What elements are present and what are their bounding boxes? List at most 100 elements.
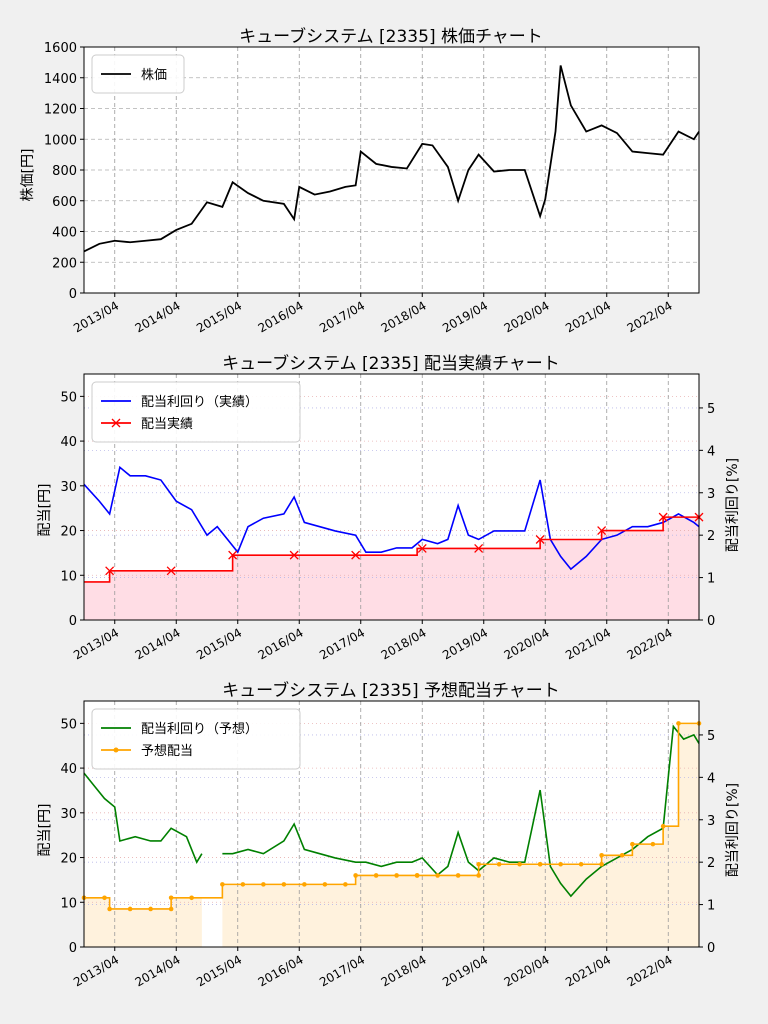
data-point-marker (189, 895, 194, 901)
y-axis-label: 配当[円] (37, 484, 53, 537)
data-point-marker (537, 861, 543, 867)
series-line (83, 465, 700, 571)
y-tick-label: 50 (60, 390, 77, 405)
chart-title: キューブシステム [2335] 配当実績チャート (222, 353, 560, 374)
data-point-marker (127, 906, 133, 912)
data-point-marker (302, 882, 307, 887)
y-tick-label: 30 (60, 480, 77, 495)
series-line (84, 516, 699, 583)
y-tick-label: 0 (69, 287, 77, 302)
y2-tick-label: 2 (707, 856, 715, 871)
legend (91, 381, 301, 443)
data-point-marker (597, 526, 607, 536)
y-tick-label: 10 (60, 569, 77, 584)
data-point-marker (168, 906, 174, 912)
data-point-marker (414, 873, 420, 878)
y-tick-label: 40 (60, 435, 77, 450)
data-point-marker (658, 512, 668, 522)
y2-tick-label: 4 (707, 771, 715, 786)
data-point-marker (166, 566, 176, 576)
y-tick-label: 20 (60, 852, 77, 867)
data-point-marker (496, 861, 502, 867)
data-point-marker (281, 882, 287, 887)
data-point-marker (168, 895, 174, 901)
data-point-marker (517, 861, 522, 867)
legend-label: 配当利回り（実績） (141, 394, 258, 410)
y-tick-label: 1200 (44, 103, 77, 118)
data-point-marker (102, 895, 107, 901)
data-point-marker (578, 861, 584, 867)
legend-label: 株価 (141, 68, 167, 83)
panel-price: キューブシステム [2335] 株価チャート 株価[円] 0 200 400 600 8… (20, 26, 700, 336)
y2-tick-label: 5 (707, 729, 715, 744)
y-tick-label: 0 (69, 941, 77, 956)
y2-tick-label: 5 (707, 402, 715, 417)
y2-tick-label: 3 (707, 814, 715, 829)
legend-label: 配当利回り（予想） (141, 721, 258, 737)
y-tick-label: 1000 (44, 133, 77, 148)
y-tick-label: 1600 (44, 41, 77, 56)
data-point-marker (343, 882, 348, 887)
y-tick-label: 400 (52, 226, 77, 241)
data-point-marker (228, 550, 238, 560)
data-point-marker (660, 823, 666, 829)
data-point-marker (474, 543, 484, 553)
y2-tick-label: 0 (707, 614, 715, 629)
y-tick-label: 40 (60, 762, 77, 777)
data-point-marker (353, 873, 358, 878)
y2-tick-label: 0 (707, 941, 715, 956)
data-point-marker (261, 882, 266, 887)
y-tick-label: 30 (60, 807, 77, 822)
data-point-marker (240, 882, 246, 887)
data-point-marker (322, 882, 328, 887)
data-point-marker (630, 841, 635, 847)
y-tick-label: 800 (52, 164, 77, 179)
data-point-marker (289, 550, 299, 560)
y2-tick-label: 1 (707, 572, 715, 587)
y-tick-label: 0 (69, 614, 77, 629)
y2-axis-label: 配当利回り[%] (725, 458, 741, 552)
y-tick-label: 50 (60, 717, 77, 732)
data-point-marker (476, 873, 481, 878)
data-point-marker (351, 550, 361, 560)
y-tick-label: 10 (60, 896, 77, 911)
panel-dividend-forecast: キューブシステム [2335] 予想配当チャート 配当[円] 配当利回り[%] … (37, 680, 741, 990)
data-point-marker (599, 853, 604, 858)
legend (91, 54, 185, 94)
data-point-marker (107, 906, 112, 912)
data-point-marker (417, 543, 427, 553)
y-axis-label: 株価[円] (20, 149, 36, 202)
legend-marker (113, 747, 119, 753)
y2-tick-label: 2 (707, 529, 715, 544)
data-point-marker (599, 861, 604, 867)
y2-tick-label: 4 (707, 444, 715, 459)
y-tick-label: 20 (60, 525, 77, 540)
y-tick-label: 200 (52, 256, 77, 271)
y2-tick-label: 1 (707, 899, 715, 914)
legend-label: 配当実績 (141, 416, 193, 432)
data-point-marker (558, 861, 563, 867)
legend (91, 708, 301, 770)
data-point-marker (148, 906, 153, 912)
data-point-marker (676, 721, 681, 726)
chart-title: キューブシステム [2335] 株価チャート (239, 26, 543, 47)
chart-title: キューブシステム [2335] 予想配当チャート (222, 680, 560, 701)
data-point-marker (105, 566, 115, 576)
axes-frame (83, 373, 700, 621)
y-tick-label: 600 (52, 195, 77, 210)
data-point-marker (373, 873, 379, 878)
data-point-marker (476, 861, 481, 867)
axes-frame (83, 700, 700, 948)
data-point-marker (650, 841, 656, 847)
y-tick-label: 1400 (44, 72, 77, 87)
panel-dividend-actual: キューブシステム [2335] 配当実績チャート 配当[円] 配当利回り[%] … (37, 353, 741, 663)
data-point-marker (435, 873, 440, 878)
data-point-marker (535, 535, 545, 544)
series-line (83, 65, 700, 253)
y2-tick-label: 3 (707, 487, 715, 502)
y2-axis-label: 配当利回り[%] (725, 783, 741, 877)
data-point-marker (619, 853, 625, 858)
data-point-marker (394, 873, 399, 878)
y-axis-label: 配当[円] (37, 804, 53, 857)
